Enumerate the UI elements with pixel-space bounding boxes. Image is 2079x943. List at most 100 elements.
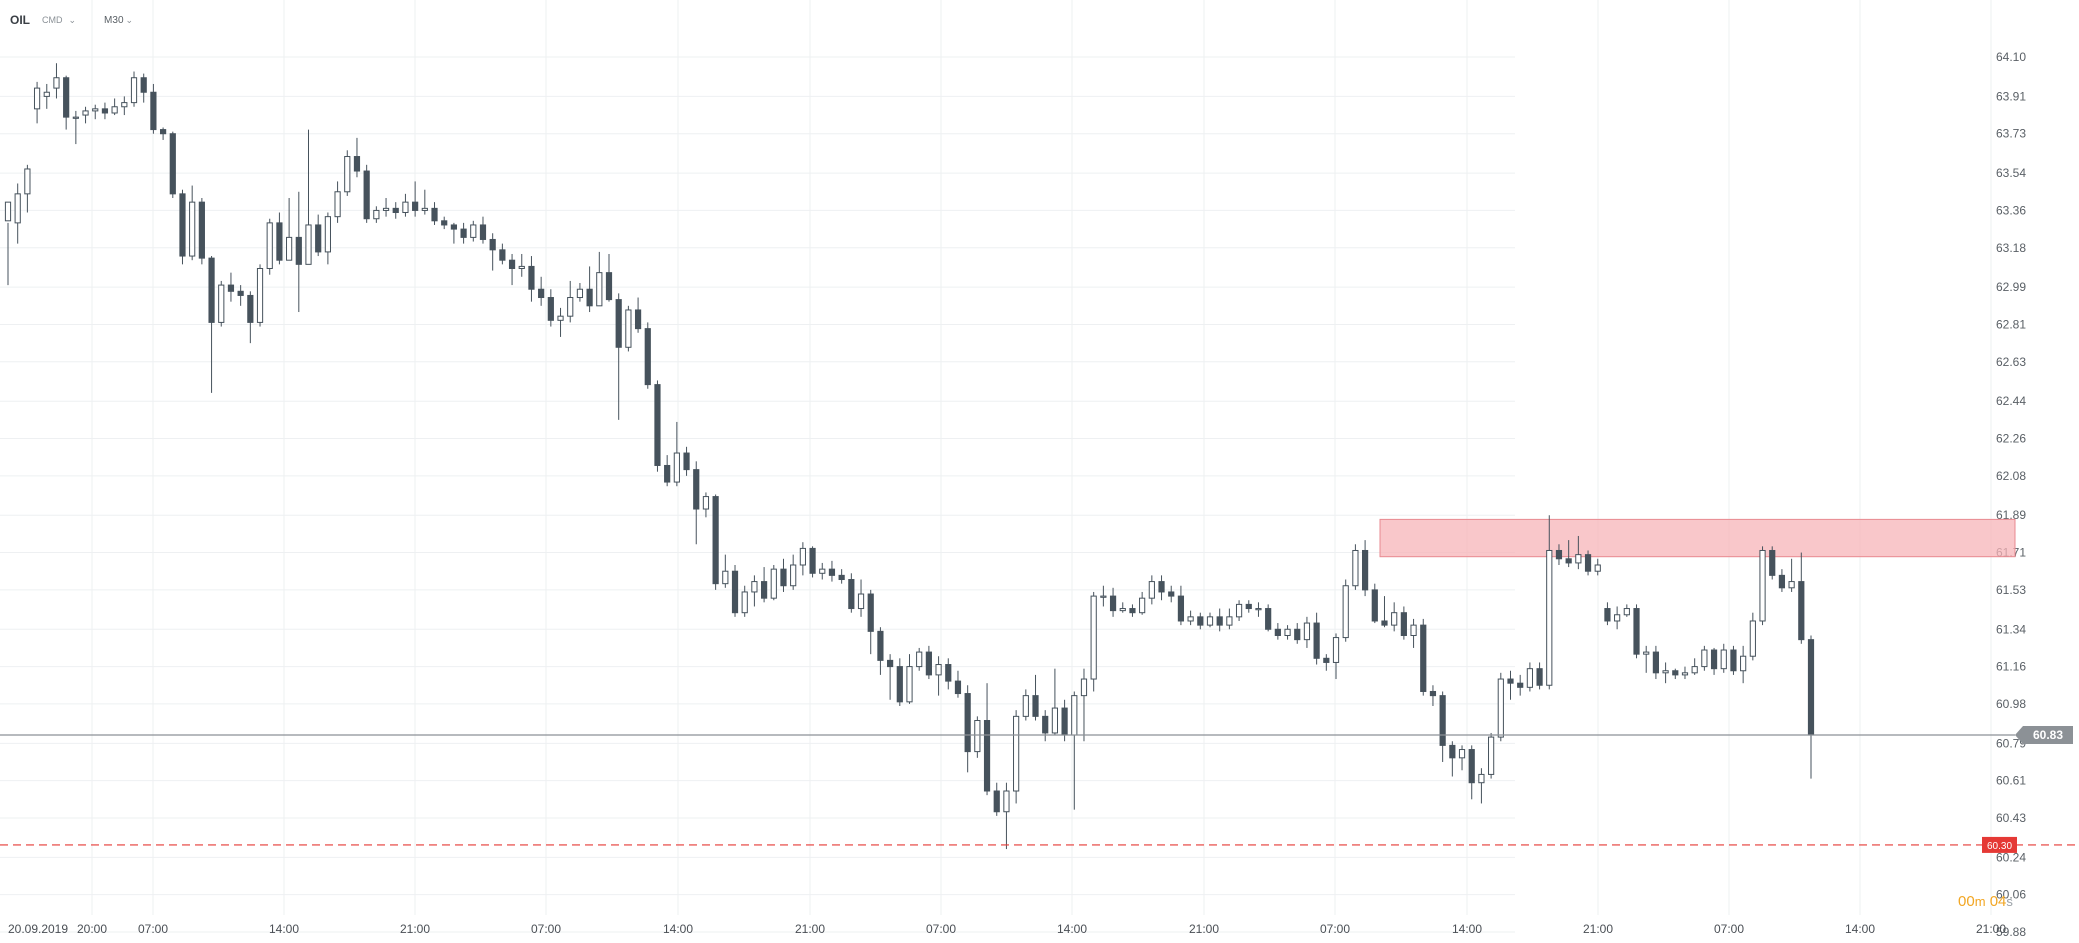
candle-body[interactable] [1284,628,1291,636]
candle-body[interactable] [615,299,622,348]
candle-body[interactable] [1788,581,1795,589]
candle-body[interactable] [1274,628,1281,636]
candle-body[interactable] [334,191,341,218]
candle-body[interactable] [421,207,428,211]
candle-body[interactable] [1458,749,1466,759]
candle-body[interactable] [809,547,816,574]
resistance-zone[interactable] [1379,518,2016,558]
candle-body[interactable] [1042,715,1049,734]
candle-body[interactable] [935,664,942,676]
candle-body[interactable] [1255,608,1262,611]
candle-body[interactable] [1507,678,1514,684]
symbol-label[interactable]: OIL [10,13,30,27]
candle-body[interactable] [887,659,894,668]
candle-body[interactable] [819,568,826,574]
candle-body[interactable] [1158,581,1165,593]
candle-body[interactable] [644,328,651,386]
candle-body[interactable] [4,201,12,222]
candle-body[interactable] [1100,595,1107,598]
candle-body[interactable] [1245,603,1252,610]
candle-body[interactable] [1623,608,1630,616]
candle-body[interactable] [993,790,1000,813]
candle-body[interactable] [43,91,50,97]
candle-body[interactable] [770,568,777,599]
candle-body[interactable] [1323,657,1330,663]
candle-body[interactable] [1139,597,1146,614]
candle-body[interactable] [33,87,41,110]
candle-body[interactable] [1449,744,1456,759]
candle-body[interactable] [1594,564,1601,572]
candle-body[interactable] [586,288,593,307]
candle-body[interactable] [150,91,157,131]
candle-body[interactable] [1410,624,1417,636]
candle-body[interactable] [1177,595,1185,622]
candle-body[interactable] [964,693,971,753]
candle-body[interactable] [508,259,516,269]
candle-body[interactable] [218,284,225,323]
candle-body[interactable] [693,469,700,510]
candle-body[interactable] [896,666,903,703]
candle-body[interactable] [664,464,671,483]
candle-body[interactable] [14,193,21,224]
candle-body[interactable] [1517,682,1524,688]
candle-body[interactable] [1584,554,1592,572]
candle-body[interactable] [1071,695,1078,736]
candle-body[interactable] [702,496,710,510]
candle-body[interactable] [256,267,264,323]
candle-body[interactable] [1798,581,1805,641]
candle-body[interactable] [130,77,138,104]
candle-body[interactable] [1730,649,1737,672]
candle-body[interactable] [1710,649,1718,670]
candle-body[interactable] [441,220,448,226]
candle-body[interactable] [363,170,370,220]
candle-body[interactable] [1361,549,1369,591]
candle-body[interactable] [382,207,390,211]
candle-body[interactable] [489,238,496,251]
candle-body[interactable] [518,265,525,269]
candle-body[interactable] [169,133,176,195]
candle-body[interactable] [1313,622,1320,659]
candle-body[interactable] [1565,558,1572,564]
candle-body[interactable] [1391,612,1398,626]
candle-body[interactable] [1226,616,1233,626]
candle-body[interactable] [1633,608,1640,655]
candle-body[interactable] [121,102,128,108]
candle-body[interactable] [412,201,419,211]
candle-body[interactable] [159,129,167,135]
candle-body[interactable] [576,288,584,299]
candle-body[interactable] [906,666,913,703]
candle-body[interactable] [538,288,545,299]
chevron-down-icon[interactable]: ⌄ [68,14,77,25]
candle-body[interactable] [1652,651,1660,674]
candle-body[interactable] [1662,670,1669,674]
candle-body[interactable] [1003,790,1010,813]
candle-body[interactable] [286,236,293,261]
candle-body[interactable] [247,294,254,323]
candle-body[interactable] [683,452,690,471]
candle-body[interactable] [1032,695,1039,717]
candle-body[interactable] [227,284,235,292]
candle-body[interactable] [945,664,952,682]
candle-body[interactable] [92,108,99,112]
candle-body[interactable] [1488,736,1495,775]
candle-body[interactable] [208,257,215,323]
candle-body[interactable] [741,591,748,614]
candle-body[interactable] [63,77,70,118]
candle-body[interactable] [1691,666,1698,674]
candle-body[interactable] [1807,639,1815,736]
candle-body[interactable] [838,574,845,581]
candle-body[interactable] [373,209,380,220]
candle-body[interactable] [1575,554,1582,564]
candle-body[interactable] [712,496,719,585]
candle-body[interactable] [53,77,60,89]
candle-body[interactable] [1681,672,1689,676]
candle-body[interactable] [1381,620,1388,626]
candle-body[interactable] [305,224,312,265]
candle-body[interactable] [634,309,642,330]
candle-body[interactable] [1294,628,1301,641]
candle-body[interactable] [1371,589,1378,622]
candle-body[interactable] [751,581,758,593]
candle-body[interactable] [596,272,603,307]
candle-body[interactable] [1013,715,1020,792]
